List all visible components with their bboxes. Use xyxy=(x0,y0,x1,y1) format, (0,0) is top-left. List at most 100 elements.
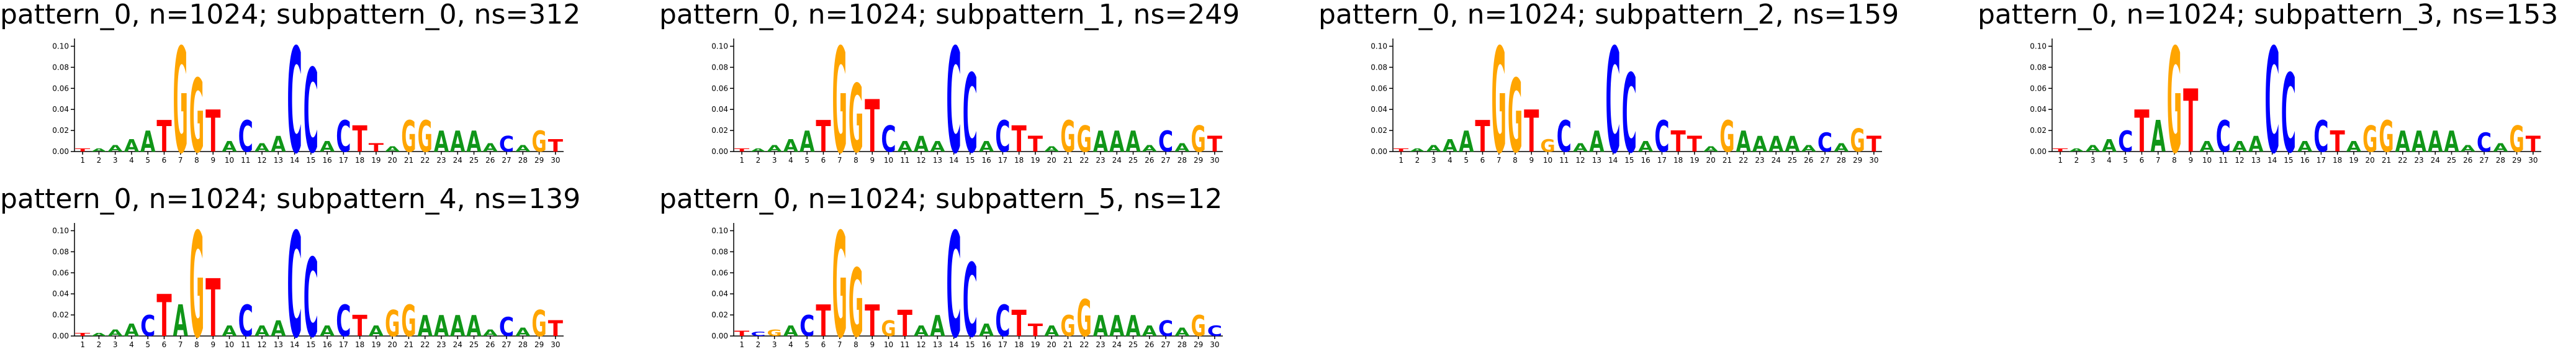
x-tick-label: 14 xyxy=(1608,156,1618,165)
x-tick-label: 11 xyxy=(241,156,250,165)
logo-letter: G xyxy=(1077,119,1092,160)
logo-letter: A xyxy=(979,320,994,340)
logo-letter: G xyxy=(2509,119,2524,160)
logo-letter: T xyxy=(1687,132,1702,157)
x-tick-label: 10 xyxy=(225,340,234,349)
x-tick-label: 24 xyxy=(1112,156,1122,165)
x-tick-label: 26 xyxy=(1145,340,1154,349)
logo-letter: A xyxy=(2412,125,2426,159)
x-tick-label: 25 xyxy=(1128,340,1138,349)
logo-letter: A xyxy=(108,328,123,338)
y-tick-label: 0.06 xyxy=(2030,84,2047,93)
x-tick-label: 8 xyxy=(853,340,858,349)
y-tick-label: 0.06 xyxy=(52,268,69,277)
logo-letter: T xyxy=(548,136,563,156)
logo-letter: G xyxy=(189,203,204,354)
x-tick-label: 24 xyxy=(453,156,462,165)
logo-letter: A xyxy=(450,310,465,343)
logo-letter: C xyxy=(336,112,351,162)
logo-letter: C xyxy=(2216,112,2231,162)
x-tick-label: 26 xyxy=(1804,156,1813,165)
logo-letter: A xyxy=(1426,143,1441,153)
x-tick-label: 16 xyxy=(322,340,331,349)
panel-title: pattern_0, n=1024; subpattern_4, ns=139 xyxy=(0,183,580,215)
y-tick-label: 0.04 xyxy=(52,289,69,298)
logo-letter: A xyxy=(2069,148,2084,153)
x-tick-label: 4 xyxy=(1448,156,1452,165)
x-tick-label: 7 xyxy=(178,340,183,349)
logo-letter: T xyxy=(1028,132,1043,157)
x-tick-label: 26 xyxy=(2463,156,2472,165)
x-tick-label: 8 xyxy=(2172,156,2177,165)
x-tick-label: 2 xyxy=(97,340,102,349)
x-tick-label: 24 xyxy=(1112,340,1122,349)
logo-letter: C xyxy=(238,112,253,162)
x-tick-label: 23 xyxy=(1755,156,1764,165)
logo-letter: T xyxy=(353,119,367,160)
x-tick-label: 24 xyxy=(1772,156,1781,165)
y-tick-label: 0.02 xyxy=(52,126,69,135)
x-tick-label: 5 xyxy=(2123,156,2128,165)
x-tick-label: 14 xyxy=(949,156,958,165)
y-tick-label: 0.04 xyxy=(52,105,69,114)
logo-letter: A xyxy=(450,125,465,159)
logo-letter: G xyxy=(385,303,400,345)
x-tick-label: 15 xyxy=(1624,156,1634,165)
logo-letter: G xyxy=(1191,119,1205,160)
logo-letter: G xyxy=(849,65,863,175)
logo-letter: C xyxy=(499,132,514,157)
x-tick-label: 16 xyxy=(322,156,331,165)
x-tick-label: 10 xyxy=(225,156,234,165)
logo-letter: A xyxy=(1109,125,1124,159)
logo-letter: A xyxy=(320,323,335,340)
logo-letter: A xyxy=(2151,112,2166,162)
logo-letter: T xyxy=(353,310,367,343)
logo-letter: A xyxy=(1125,125,1140,159)
y-tick-label: 0.10 xyxy=(1371,42,1387,50)
logo-letter: A xyxy=(2102,136,2117,156)
logo-letter: G xyxy=(531,303,546,345)
x-tick-label: 1 xyxy=(80,340,85,349)
logo-letter: A xyxy=(466,125,481,159)
logo-letter: A xyxy=(418,310,433,343)
x-tick-label: 25 xyxy=(1788,156,1797,165)
logo-letter: C xyxy=(946,203,961,354)
logo-letter: A xyxy=(914,132,929,157)
x-tick-label: 19 xyxy=(371,340,381,349)
logo-letter: A xyxy=(914,323,929,340)
x-tick-label: 4 xyxy=(2107,156,2112,165)
x-tick-label: 16 xyxy=(981,156,991,165)
x-tick-label: 28 xyxy=(1178,156,1187,165)
panel-title: pattern_0, n=1024; subpattern_5, ns=12 xyxy=(659,183,1222,215)
logo-letter: T xyxy=(205,263,220,354)
x-tick-label: 2 xyxy=(756,156,761,165)
x-tick-label: 19 xyxy=(2349,156,2358,165)
x-tick-label: 29 xyxy=(1853,156,1862,165)
logo-letter: A xyxy=(2297,138,2312,155)
x-tick-label: 28 xyxy=(1178,340,1187,349)
x-tick-label: 30 xyxy=(1210,156,1219,165)
logo-letter: A xyxy=(271,316,286,341)
x-tick-label: 5 xyxy=(804,156,809,165)
panel-title: pattern_0, n=1024; subpattern_2, ns=159 xyxy=(1318,0,1899,30)
logo-letter: A xyxy=(108,143,123,153)
logo-letter: A xyxy=(930,138,945,155)
x-tick-label: 1 xyxy=(1398,156,1403,165)
logo-letter: T xyxy=(1012,119,1027,160)
logo-letter: G xyxy=(1719,112,1734,162)
x-tick-label: 16 xyxy=(981,340,991,349)
y-tick-label: 0.08 xyxy=(52,247,69,256)
x-tick-label: 20 xyxy=(388,340,397,349)
x-tick-label: 14 xyxy=(290,156,299,165)
y-tick-label: 0.04 xyxy=(1371,105,1387,114)
x-tick-label: 15 xyxy=(965,340,975,349)
logo-letter: A xyxy=(1125,310,1140,343)
logo-letter: C xyxy=(1622,52,1637,177)
x-tick-label: 28 xyxy=(1837,156,1846,165)
x-tick-label: 3 xyxy=(113,340,118,349)
x-tick-label: 25 xyxy=(469,340,479,349)
logo-panel: pattern_0, n=1024; subpattern_4, ns=139 0… xyxy=(0,183,580,354)
x-tick-label: 29 xyxy=(534,340,544,349)
logo-letter: A xyxy=(91,332,106,337)
